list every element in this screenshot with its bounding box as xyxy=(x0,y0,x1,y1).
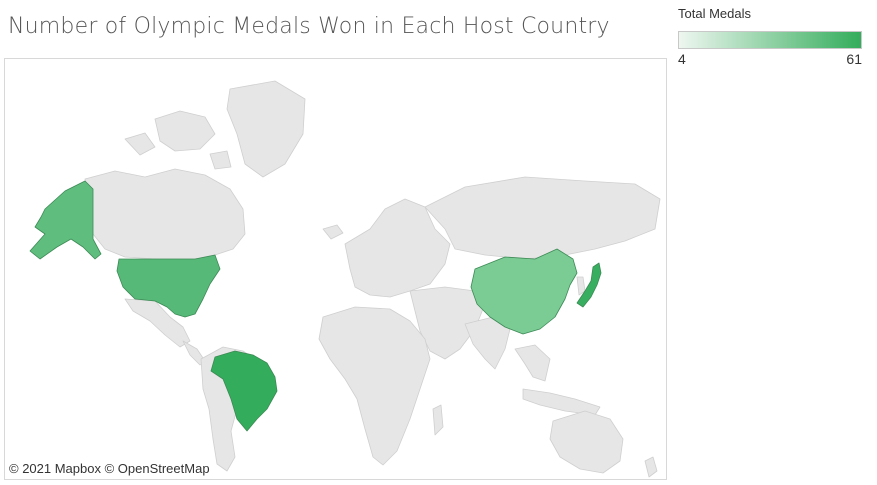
country-southeast-asia[interactable] xyxy=(514,344,551,382)
country-japan[interactable] xyxy=(576,262,602,308)
country-united-states[interactable] xyxy=(116,254,221,318)
country-arctic-islands xyxy=(154,110,216,152)
country-united-states-alaska[interactable] xyxy=(29,180,102,260)
country-russia[interactable] xyxy=(424,176,661,260)
country-arctic-islands-2 xyxy=(124,132,232,170)
country-madagascar[interactable] xyxy=(432,404,444,436)
map-title: Number of Olympic Medals Won in Each Hos… xyxy=(8,14,610,39)
country-iceland[interactable] xyxy=(322,224,344,240)
legend-gradient-bar xyxy=(678,31,862,49)
country-brazil[interactable] xyxy=(210,350,278,432)
legend-labels: 4 61 xyxy=(678,51,862,67)
country-africa[interactable] xyxy=(318,306,431,466)
legend-title: Total Medals xyxy=(678,6,751,21)
country-china[interactable] xyxy=(470,248,578,335)
color-legend: Total Medals 4 61 xyxy=(678,6,873,67)
country-greenland[interactable] xyxy=(226,80,306,178)
country-australia[interactable] xyxy=(549,410,624,474)
world-map[interactable]: © 2021 Mapbox © OpenStreetMap xyxy=(4,58,667,480)
map-attribution[interactable]: © 2021 Mapbox © OpenStreetMap xyxy=(9,461,210,476)
legend-max-label: 61 xyxy=(846,51,862,67)
map-canvas[interactable] xyxy=(5,59,666,479)
country-canada[interactable] xyxy=(84,168,246,260)
legend-min-label: 4 xyxy=(678,51,686,67)
country-new-zealand[interactable] xyxy=(644,456,658,478)
country-europe[interactable] xyxy=(344,198,451,298)
